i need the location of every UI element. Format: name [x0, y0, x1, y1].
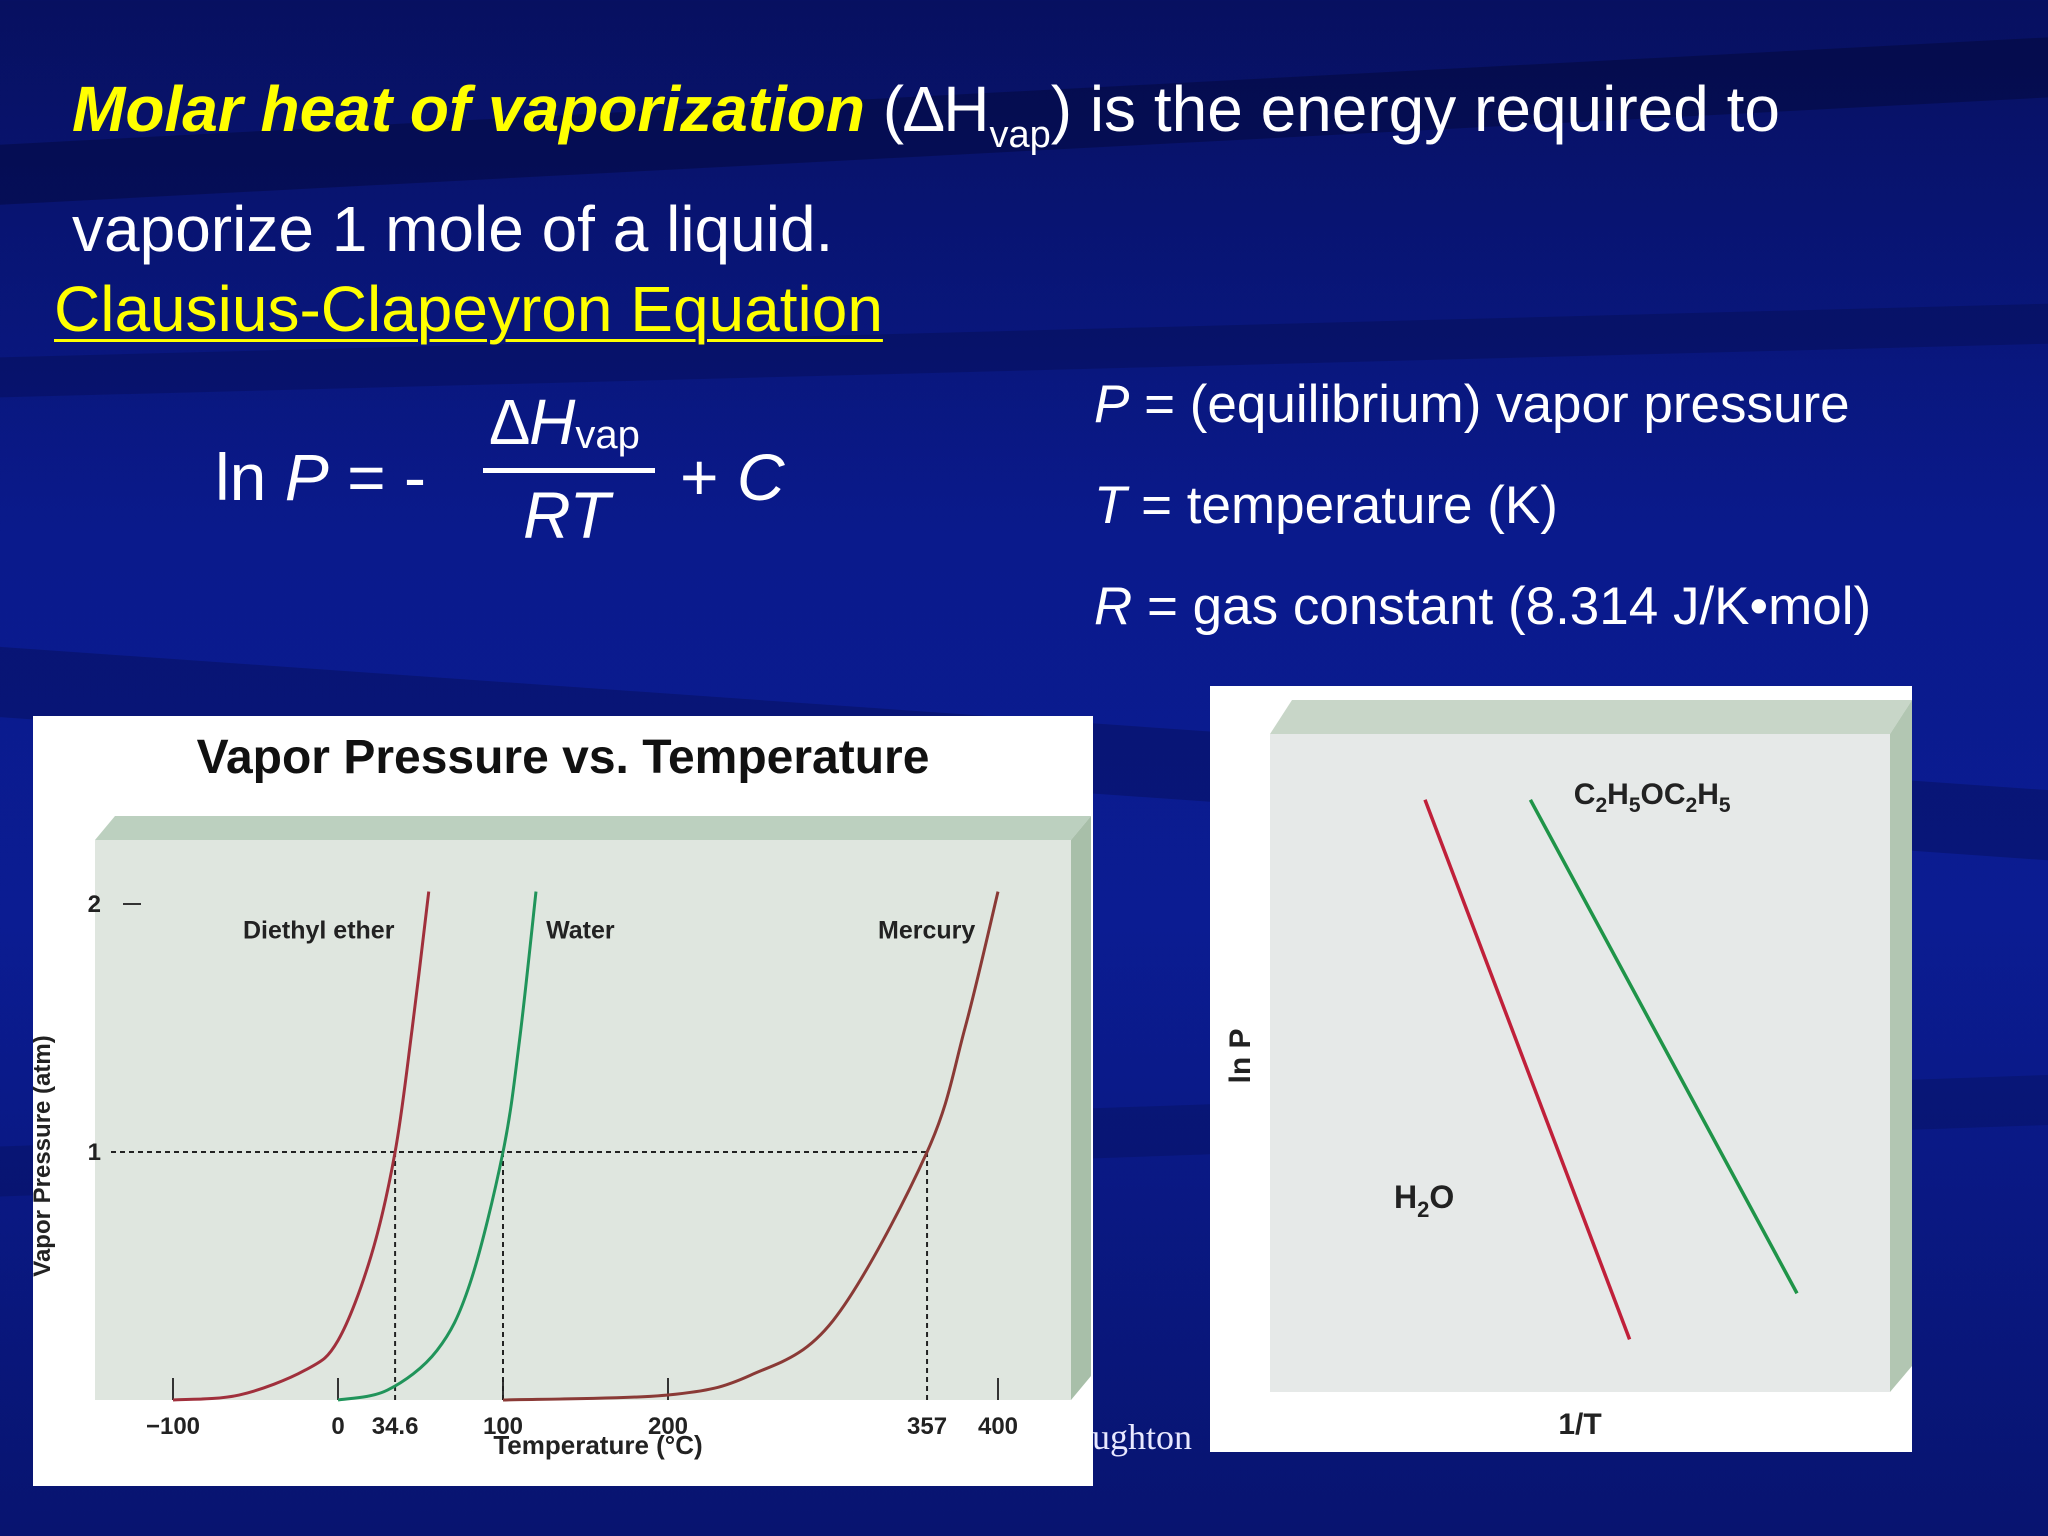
definition-text: = gas constant (8.314 J/K•mol) — [1132, 577, 1872, 636]
lnp-vs-inverse-t-chart-panel: H2O C2H5OC2H5 1/T ln P — [1210, 686, 1912, 1452]
intro-rest-line2: vaporize 1 mole of a liquid. — [72, 193, 834, 265]
plot-side-face — [1890, 700, 1912, 1392]
x-tick-label: 34.6 — [372, 1413, 419, 1440]
series-label-h2o: H2O — [1394, 1179, 1454, 1222]
definition-text: = (equilibrium) vapor pressure — [1129, 375, 1850, 434]
intro-symbol-open: (∆H — [882, 73, 990, 145]
x-tick-label: 357 — [907, 1413, 947, 1440]
definition-t: T = temperature (K) — [1094, 473, 1871, 574]
definition-symbol: P — [1094, 375, 1130, 434]
equation-ln: ln — [215, 440, 285, 514]
x-tick-label: −100 — [146, 1413, 200, 1440]
fraction-bar — [483, 468, 655, 473]
equation-lhs: ln P = - — [215, 439, 426, 515]
x-tick-label: 0 — [331, 1413, 344, 1440]
x-axis-label: 1/T — [1558, 1408, 1601, 1441]
y-axis-label: Vapor Pressure (atm) — [33, 1035, 56, 1276]
x-axis-label: Temperature (°C) — [493, 1430, 702, 1460]
plot-area — [95, 840, 1071, 1400]
clausius-clapeyron-equation: ln P = - ∆Hvap RT + C — [215, 385, 855, 575]
series-line — [337, 891, 538, 1402]
equation-plus: + — [680, 440, 737, 514]
credit-fragment: oughton — [1074, 1417, 1193, 1457]
plot-top-face — [95, 816, 1091, 840]
chart-title: Vapor Pressure vs. Temperature — [197, 731, 930, 784]
intro-symbol-close: ) — [1050, 73, 1073, 145]
intro-term: Molar heat of vaporization — [72, 73, 865, 145]
equation-var-c: C — [736, 440, 785, 514]
x-tick-label: 200 — [648, 1413, 688, 1440]
intro-symbol-sub: vap — [989, 114, 1051, 156]
vapor-pressure-chart: −100 0 34.6 100 200 357 400 1 2 Diethyl ether Wate… — [33, 731, 1091, 1460]
definition-text: = temperature (K) — [1126, 476, 1558, 535]
x-tick-label: 400 — [978, 1413, 1018, 1440]
equation-delta-h: ∆H — [490, 386, 576, 458]
plot-area — [1270, 734, 1890, 1392]
equation-denominator: RT — [523, 478, 610, 552]
definition-r: R = gas constant (8.314 J/K•mol) — [1094, 574, 1871, 675]
equation-numerator: ∆Hvap — [490, 385, 640, 459]
lnp-vs-inverse-t-chart: H2O C2H5OC2H5 1/T ln P — [1224, 700, 1912, 1441]
series-line — [172, 891, 431, 1402]
series-label: Water — [546, 917, 615, 945]
y-axis-label: ln P — [1224, 1028, 1257, 1083]
variable-definitions: P = (equilibrium) vapor pressure T = tem… — [1094, 372, 1871, 675]
intro-text: Molar heat of vaporization (∆Hvap) is th… — [72, 62, 1992, 276]
series-label-diethyl-ether: C2H5OC2H5 — [1574, 778, 1731, 817]
plot-top-face — [1270, 700, 1912, 734]
series-label: Mercury — [878, 917, 975, 945]
series-line — [1423, 799, 1632, 1340]
y-tick-label: 1 — [88, 1139, 101, 1166]
definition-symbol: R — [1094, 577, 1133, 636]
series-label: Diethyl ether — [243, 917, 395, 945]
plot-side-face — [1071, 816, 1091, 1400]
intro-symbol: (∆Hvap) — [882, 73, 1073, 156]
equation-rhs: + C — [680, 439, 785, 515]
definition-p: P = (equilibrium) vapor pressure — [1094, 372, 1871, 473]
series-line — [1528, 798, 1799, 1295]
definition-symbol: T — [1094, 476, 1127, 535]
equation-vap-sub: vap — [575, 413, 640, 457]
equation-var-p: P — [284, 440, 329, 514]
x-tick-label: 100 — [483, 1413, 523, 1440]
equation-equals: = - — [328, 440, 426, 514]
vapor-pressure-chart-panel: −100 0 34.6 100 200 357 400 1 2 Diethyl ether Wate… — [33, 716, 1093, 1486]
series-line — [502, 891, 1000, 1402]
intro-rest-line1: is the energy required to — [1072, 73, 1780, 145]
y-tick-label: 2 — [88, 891, 101, 918]
equation-title: Clausius-Clapeyron Equation — [54, 273, 883, 345]
